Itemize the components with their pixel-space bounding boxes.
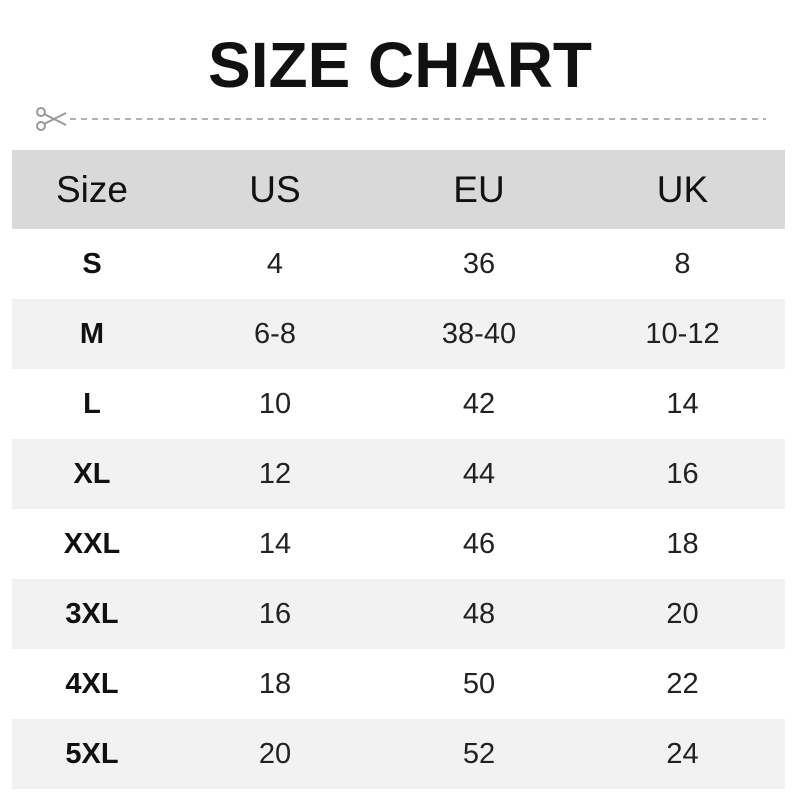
cell-eu: 42 xyxy=(462,387,496,420)
cell-size: XXL xyxy=(63,527,121,560)
cell-us: 20 xyxy=(258,737,292,770)
table-row: 5XL 20 52 24 xyxy=(12,719,785,789)
cell-eu: 48 xyxy=(462,597,496,630)
cell-size: 3XL xyxy=(65,597,119,630)
table-row: XL 12 44 16 xyxy=(12,439,785,509)
table-row: 3XL 16 48 20 xyxy=(12,579,785,649)
header-size: Size xyxy=(56,168,128,210)
cell-us: 4 xyxy=(266,247,284,280)
cell-size: L xyxy=(83,387,101,420)
cell-us: 6-8 xyxy=(254,317,296,350)
cell-uk: 20 xyxy=(666,597,699,630)
cell-eu: 46 xyxy=(462,527,496,560)
scissors-icon xyxy=(36,107,67,131)
table-header: Size US EU UK xyxy=(12,150,785,229)
cell-uk: 22 xyxy=(666,667,699,700)
cell-size: 4XL xyxy=(65,667,119,700)
cell-size: M xyxy=(79,317,105,350)
header-us: US xyxy=(249,168,301,210)
cell-us: 18 xyxy=(258,667,292,700)
cell-eu: 44 xyxy=(462,457,496,490)
table-row: L 10 42 14 xyxy=(12,369,785,439)
cell-eu: 50 xyxy=(462,667,496,700)
cell-size: 5XL xyxy=(65,737,119,770)
cell-uk: 18 xyxy=(666,527,699,560)
table-row: M 6-8 38-40 10-12 xyxy=(12,299,785,369)
cell-eu: 36 xyxy=(462,247,496,280)
cell-us: 14 xyxy=(258,527,292,560)
cell-eu: 38-40 xyxy=(441,317,517,350)
cell-us: 16 xyxy=(258,597,292,630)
cell-size: S xyxy=(82,247,102,280)
cell-eu: 52 xyxy=(462,737,496,770)
cell-uk: 14 xyxy=(666,387,699,420)
size-table: Size US EU UK S 4 36 8 M 6-8 38-40 10-12 L 10 42 14… xyxy=(12,150,785,789)
header-eu: EU xyxy=(453,168,505,210)
cell-uk: 10-12 xyxy=(645,317,720,350)
table-row: S 4 36 8 xyxy=(12,229,785,299)
cell-uk: 16 xyxy=(666,457,699,490)
table-row: XXL 14 46 18 xyxy=(12,509,785,579)
cell-us: 10 xyxy=(258,387,292,420)
cell-size: XL xyxy=(73,457,111,490)
cut-line xyxy=(36,107,766,131)
cell-us: 12 xyxy=(258,457,292,490)
table-row: 4XL 18 50 22 xyxy=(12,649,785,719)
page-title: SIZE CHART xyxy=(208,29,592,101)
header-uk: UK xyxy=(656,168,709,210)
cell-uk: 24 xyxy=(666,737,699,770)
cell-uk: 8 xyxy=(674,247,691,280)
